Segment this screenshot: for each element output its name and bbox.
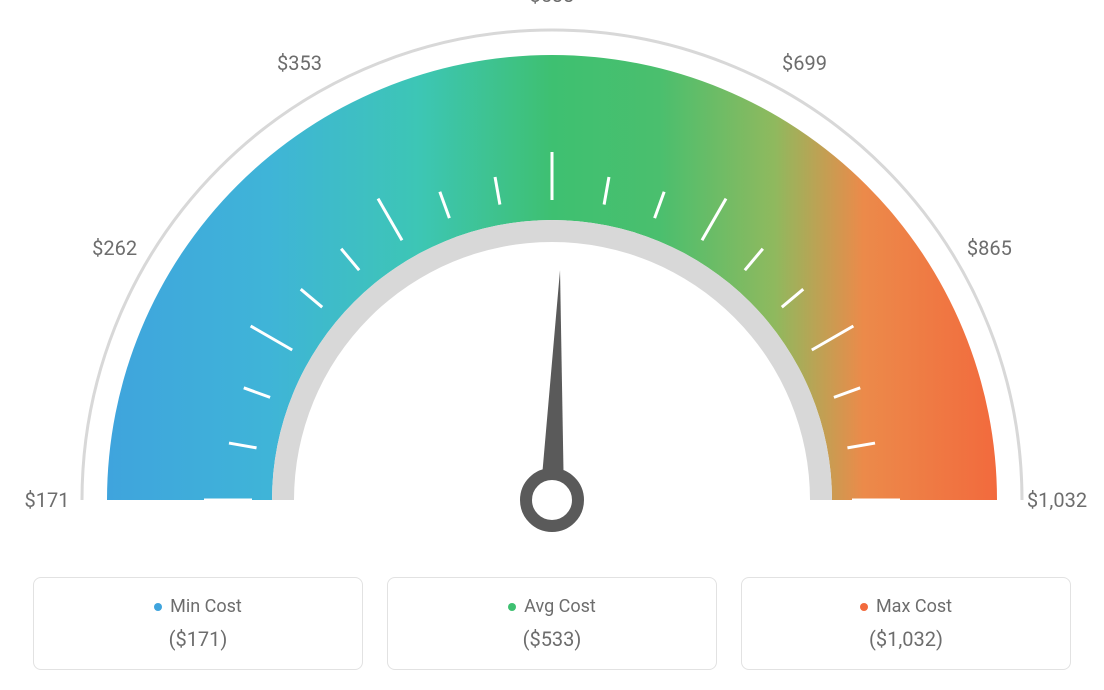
max-cost-value: ($1,032) [869,627,943,651]
max-cost-dot-icon [860,603,868,611]
summary-cards: Min Cost ($171) Avg Cost ($533) Max Cost… [0,577,1104,670]
gauge-tick-label: $699 [782,51,827,75]
gauge-tick-label: $1,032 [1027,488,1087,512]
avg-cost-card: Avg Cost ($533) [387,577,717,670]
min-cost-card: Min Cost ($171) [33,577,363,670]
gauge-tick-label: $353 [277,51,322,75]
min-cost-dot-icon [154,603,162,611]
gauge-area: $171 $262 $353 $533 $699 $865 $1,032 [0,0,1104,560]
avg-cost-dot-icon [508,603,516,611]
max-cost-title-row: Max Cost [860,596,952,617]
avg-cost-value: ($533) [523,627,582,651]
avg-cost-title: Avg Cost [524,596,596,617]
cost-gauge-container: $171 $262 $353 $533 $699 $865 $1,032 Min Cost … [0,0,1104,690]
avg-cost-title-row: Avg Cost [508,596,596,617]
min-cost-title-row: Min Cost [154,596,242,617]
min-cost-title: Min Cost [170,596,242,617]
min-cost-value: ($171) [169,627,228,651]
gauge-tick-label: $262 [92,236,137,260]
max-cost-card: Max Cost ($1,032) [741,577,1071,670]
gauge-tick-label: $865 [967,236,1012,260]
gauge-tick-label: $533 [530,0,575,7]
gauge-svg [0,0,1104,560]
max-cost-title: Max Cost [876,596,952,617]
gauge-tick-label: $171 [25,488,70,512]
